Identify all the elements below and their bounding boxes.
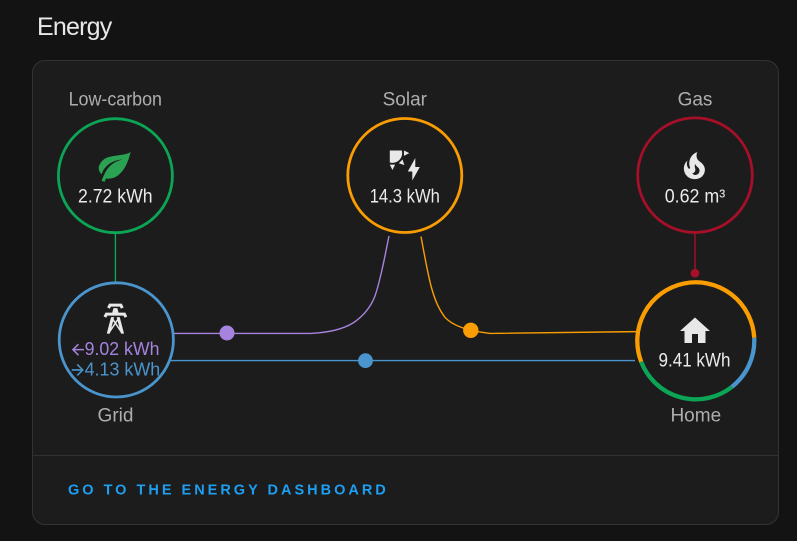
svg-text:4.13 kWh: 4.13 kWh bbox=[85, 358, 161, 379]
svg-text:Low-carbon: Low-carbon bbox=[69, 89, 162, 110]
svg-text:2.72 kWh: 2.72 kWh bbox=[78, 187, 153, 208]
svg-text:Energy: Energy bbox=[37, 13, 113, 41]
svg-text:Solar: Solar bbox=[383, 89, 428, 110]
svg-text:Gas: Gas bbox=[678, 89, 713, 110]
svg-text:9.02 kWh: 9.02 kWh bbox=[85, 338, 160, 359]
svg-text:14.3 kWh: 14.3 kWh bbox=[370, 187, 440, 208]
svg-text:GO TO THE ENERGY DASHBOARD: GO TO THE ENERGY DASHBOARD bbox=[68, 482, 389, 498]
svg-text:9.41 kWh: 9.41 kWh bbox=[659, 351, 731, 372]
svg-text:Home: Home bbox=[670, 405, 721, 426]
svg-text:0.62 m³: 0.62 m³ bbox=[665, 186, 726, 207]
svg-text:Grid: Grid bbox=[98, 405, 134, 426]
